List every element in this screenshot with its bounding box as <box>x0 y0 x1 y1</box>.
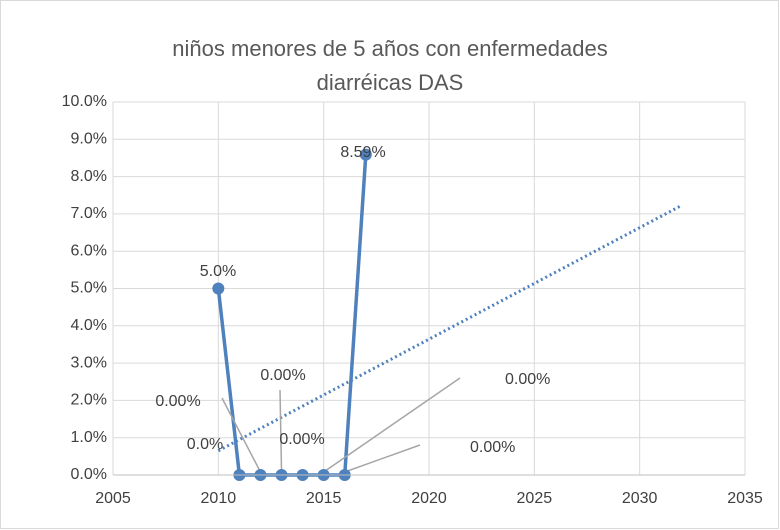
x-tick-label: 2030 <box>622 490 658 507</box>
chart-title: niños menores de 5 años con enfermedades <box>172 36 607 61</box>
y-tick-label: 2.0% <box>71 392 107 409</box>
y-tick-label: 6.0% <box>71 242 107 259</box>
y-tick-label: 4.0% <box>71 317 107 334</box>
y-tick-label: 10.0% <box>62 93 107 110</box>
x-tick-label: 2015 <box>306 490 342 507</box>
data-label: 0.00% <box>155 393 200 410</box>
x-tick-label: 2035 <box>727 490 763 507</box>
data-label: 8.59% <box>340 144 385 161</box>
leader-line <box>279 389 283 473</box>
x-tick-label: 2025 <box>517 490 553 507</box>
data-label: 0.00% <box>470 439 515 456</box>
chart-title: diarréicas DAS <box>317 70 464 95</box>
leader-line <box>221 397 262 473</box>
y-tick-label: 3.0% <box>71 354 107 371</box>
x-tick-label: 2020 <box>411 490 447 507</box>
marker <box>359 148 372 161</box>
data-label: 0.0% <box>187 436 223 453</box>
y-tick-label: 1.0% <box>71 429 107 446</box>
marker <box>212 282 225 295</box>
y-tick-label: 7.0% <box>71 205 107 222</box>
data-label: 0.00% <box>260 367 305 384</box>
x-tick-label: 2005 <box>95 490 131 507</box>
data-label: 0.00% <box>505 371 550 388</box>
leader-line <box>323 377 461 473</box>
data-label: 0.00% <box>279 431 324 448</box>
x-tick-label: 2010 <box>201 490 237 507</box>
y-tick-label: 0.0% <box>71 466 107 483</box>
leader-line <box>344 444 421 473</box>
y-tick-label: 9.0% <box>71 131 107 148</box>
data-label: 5.0% <box>200 263 236 280</box>
y-tick-label: 8.0% <box>71 168 107 185</box>
y-tick-label: 5.0% <box>71 280 107 297</box>
